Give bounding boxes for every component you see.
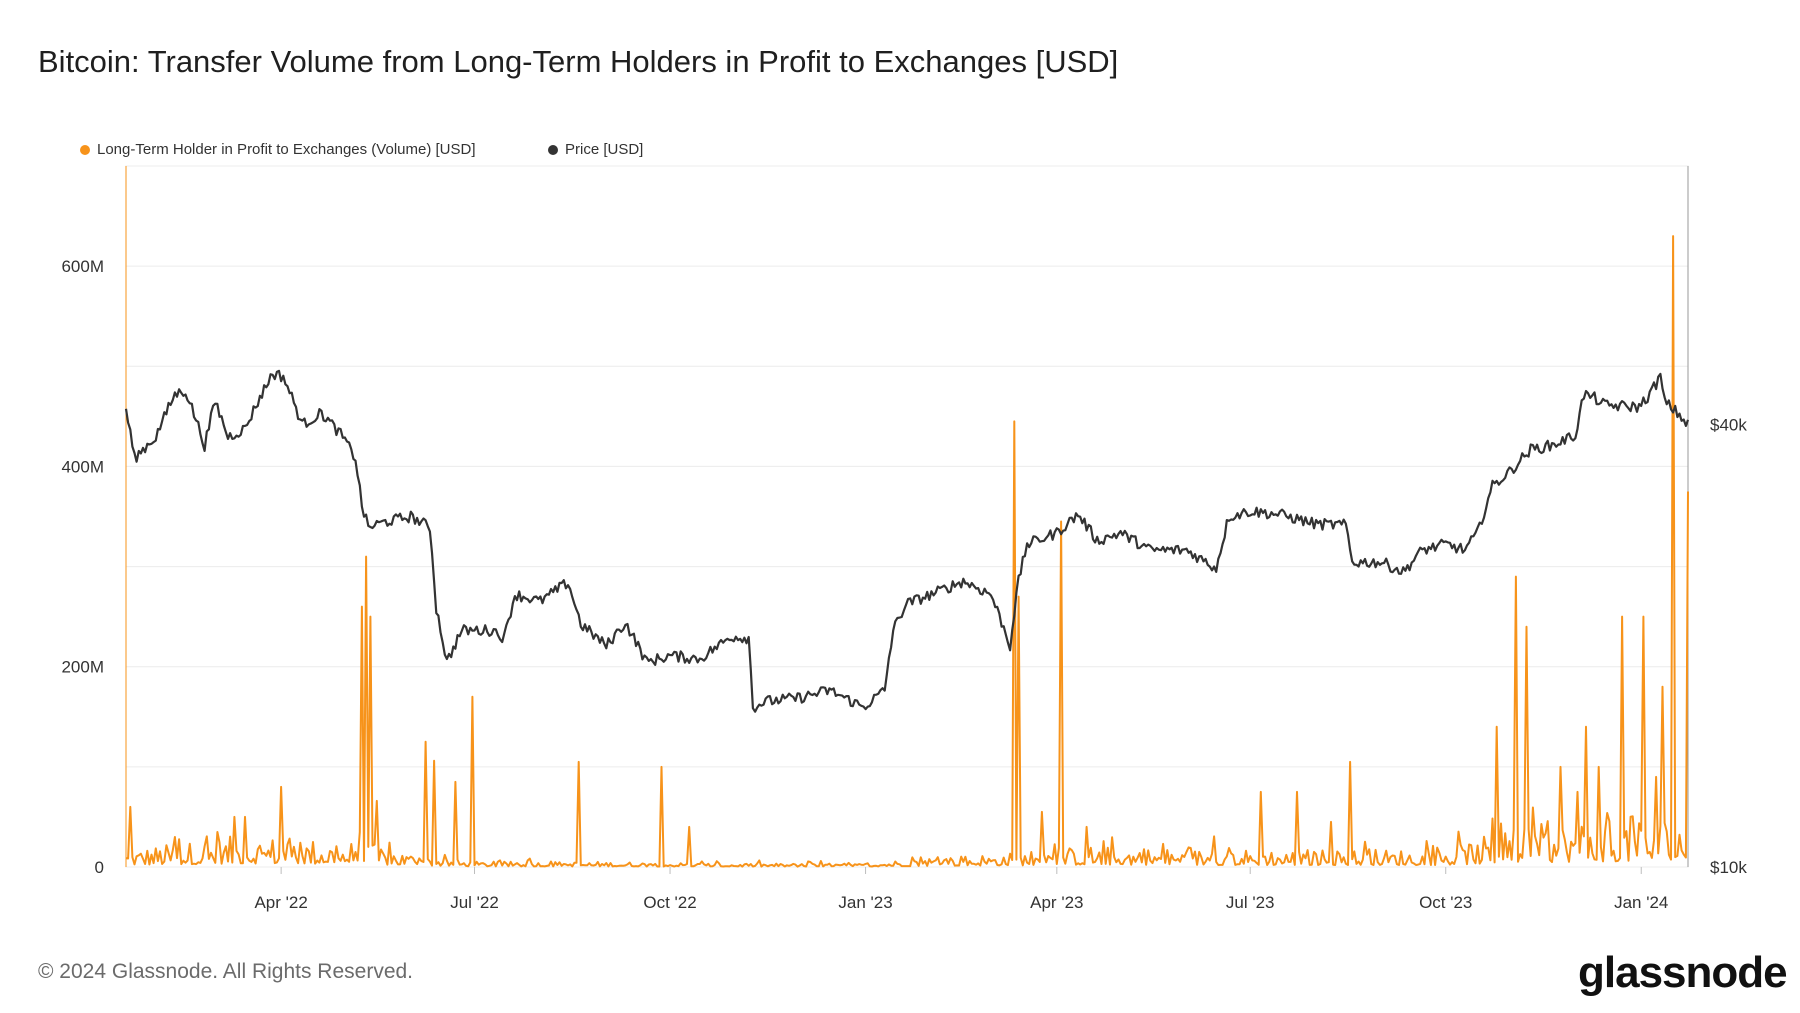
x-tick-label: Apr '23 [1030, 893, 1083, 912]
chart-title: Bitcoin: Transfer Volume from Long-Term … [38, 44, 1119, 79]
legend-item-price[interactable]: Price [USD] [548, 141, 643, 158]
legend-label-price: Price [USD] [565, 141, 644, 158]
legend-dot-price [548, 144, 558, 155]
price-series-line [124, 369, 1690, 713]
volume-series-line [125, 235, 1689, 868]
x-tick-label: Jan '23 [838, 893, 892, 912]
x-tick-label: Jul '23 [1226, 893, 1275, 912]
y-left-tick-label: 400M [61, 457, 104, 476]
y-left-tick-label: 200M [61, 658, 104, 677]
glassnode-logo[interactable]: glassnode [1578, 948, 1788, 997]
y-left-tick-label: 600M [61, 257, 104, 276]
x-tick-label: Jan '24 [1614, 893, 1668, 912]
x-tick-label: Oct '23 [1419, 893, 1472, 912]
x-tick-label: Apr '22 [254, 893, 307, 912]
y-right-tick-label: $10k [1710, 858, 1747, 877]
legend-item-volume[interactable]: Long-Term Holder in Profit to Exchanges … [80, 141, 476, 158]
y-left-tick-label: 0 [95, 858, 104, 877]
legend-label-volume: Long-Term Holder in Profit to Exchanges … [97, 141, 476, 158]
y-right-tick-label: $40k [1710, 416, 1747, 435]
axis-layer: 0 200M 400M 600M $10k $40k Apr '22 Jul '22 Oct '… [61, 166, 1747, 912]
legend-dot-volume [80, 144, 90, 155]
x-tick-label: Oct '22 [643, 893, 696, 912]
x-tick-label: Jul '22 [450, 893, 499, 912]
series-layer [124, 235, 1690, 868]
grid-layer [125, 165, 1689, 868]
footer-copyright: © 2024 Glassnode. All Rights Reserved. [38, 960, 414, 983]
